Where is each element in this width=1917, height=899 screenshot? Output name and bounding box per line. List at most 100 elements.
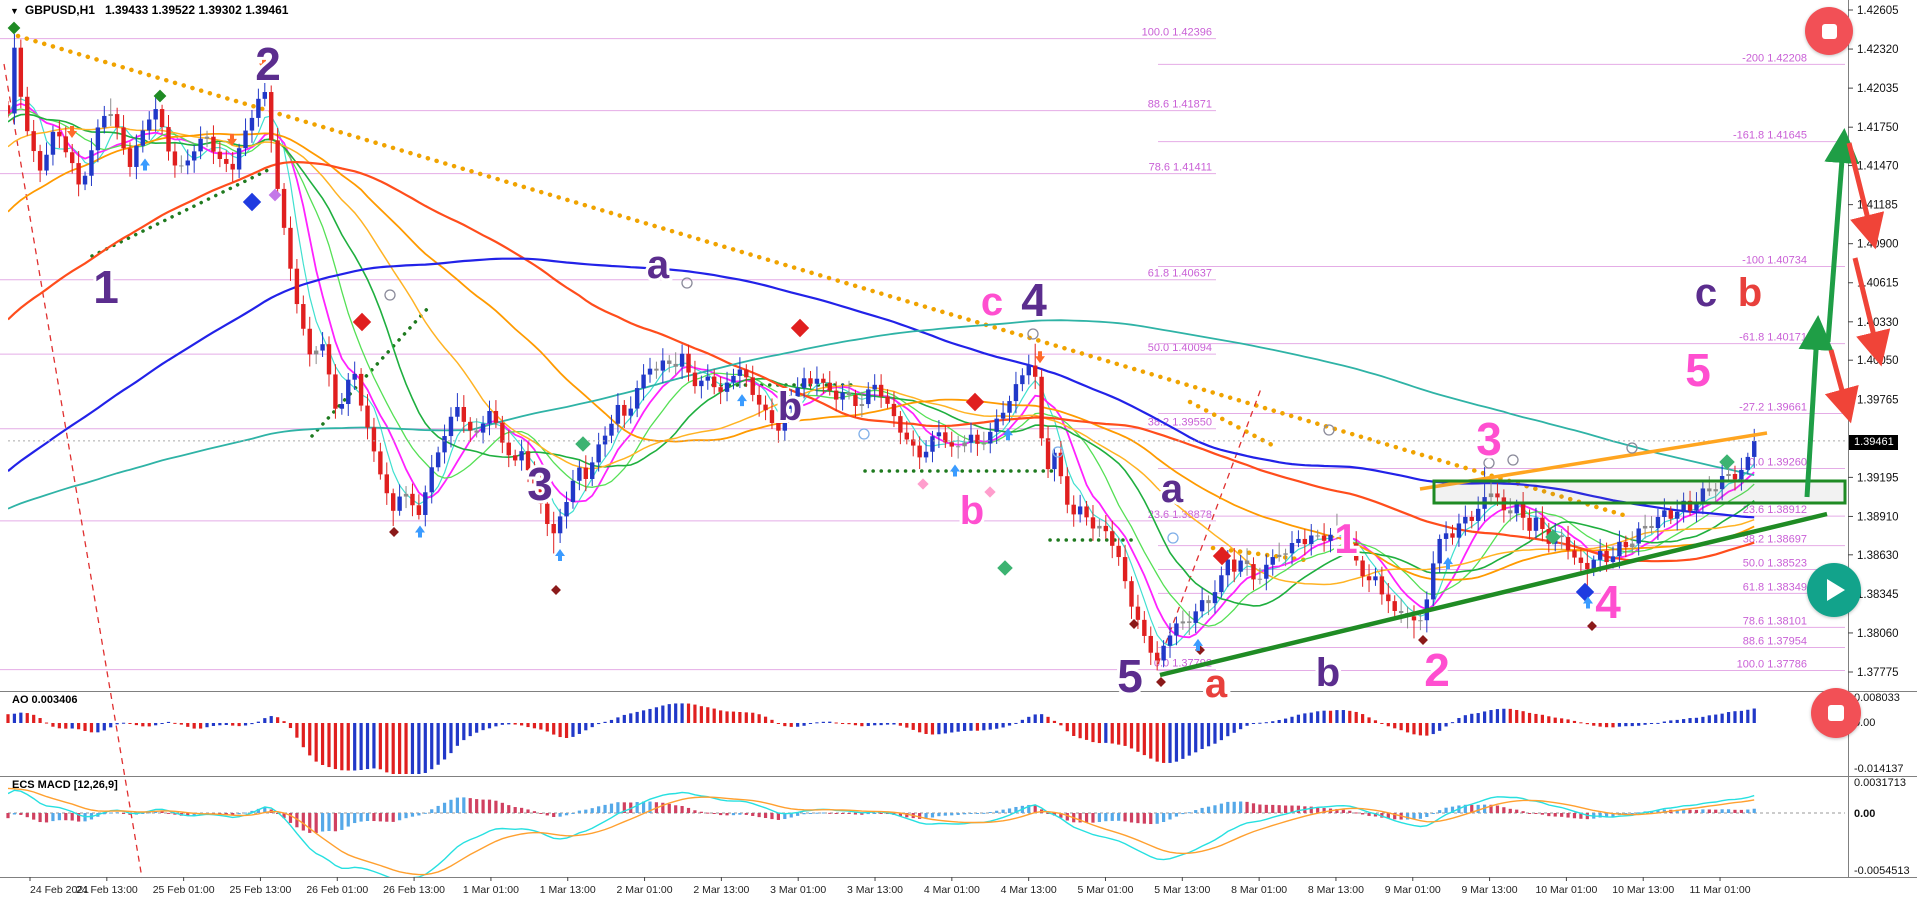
trend-lines: [3, 33, 1633, 879]
svg-text:78.6 1.41411: 78.6 1.41411: [1149, 162, 1212, 174]
ma-13: [8, 108, 1755, 627]
wave-label-5: 5: [1117, 650, 1143, 702]
diamond-marker: [1418, 635, 1428, 645]
buy-arrow-icon: [950, 464, 960, 477]
ma-21: [8, 113, 1755, 607]
wave-label-b: b: [778, 385, 802, 429]
stop-button-ao[interactable]: [1811, 688, 1861, 738]
buy-arrow-icon: [1583, 596, 1593, 609]
svg-text:1.38060: 1.38060: [1857, 628, 1899, 640]
svg-text:10 Mar 01:00: 10 Mar 01:00: [1535, 884, 1597, 896]
svg-text:1.40615: 1.40615: [1857, 278, 1899, 290]
play-button[interactable]: [1807, 563, 1861, 617]
svg-text:88.6 1.41871: 88.6 1.41871: [1148, 99, 1212, 111]
svg-text:-61.8 1.40171: -61.8 1.40171: [1739, 332, 1807, 344]
macd-line: [8, 789, 1755, 877]
diamond-marker: [1156, 677, 1166, 687]
diamond-marker: [352, 312, 372, 332]
buy-arrow-icon: [415, 525, 425, 538]
sell-arrow-icon: [1035, 351, 1045, 364]
wave-label-a: a: [1205, 662, 1228, 706]
svg-text:0.008033: 0.008033: [1854, 692, 1900, 704]
wave-label-2: 2: [255, 38, 281, 90]
svg-text:3 Mar 13:00: 3 Mar 13:00: [847, 884, 903, 896]
stop-button-top[interactable]: [1805, 7, 1853, 55]
diamond-marker: [984, 486, 996, 498]
svg-text:4 Mar 01:00: 4 Mar 01:00: [924, 884, 980, 896]
sell-arrow-icon: [227, 133, 237, 146]
svg-text:8 Mar 13:00: 8 Mar 13:00: [1308, 884, 1364, 896]
wave-label-3: 3: [1476, 413, 1502, 465]
svg-text:-100 1.40734: -100 1.40734: [1742, 254, 1807, 266]
svg-text:1.39195: 1.39195: [1857, 472, 1899, 484]
wave-label-b: b: [960, 489, 984, 533]
wave-label-2: 2: [1424, 644, 1450, 696]
svg-text:0.0031713: 0.0031713: [1854, 777, 1906, 789]
sell-arrow-icon: [67, 125, 77, 138]
diamond-marker: [965, 392, 985, 412]
svg-text:61.8 1.38349: 61.8 1.38349: [1743, 581, 1807, 593]
svg-text:1.38630: 1.38630: [1857, 550, 1899, 562]
ma-55: [8, 132, 1755, 581]
buy-arrow-icon: [737, 394, 747, 407]
forecast-arrows: [1798, 128, 1891, 498]
wave-label-4: 4: [1595, 576, 1621, 628]
macd-indicator-label: ECS MACD [12,26,9]: [12, 779, 118, 791]
svg-text:88.6 1.37954: 88.6 1.37954: [1743, 635, 1807, 647]
svg-text:1.39765: 1.39765: [1857, 394, 1899, 406]
stop-icon: [1821, 23, 1837, 39]
svg-text:38.2 1.39550: 38.2 1.39550: [1148, 417, 1212, 429]
wave-label-1: 1: [93, 261, 119, 313]
svg-text:1.41750: 1.41750: [1857, 122, 1899, 134]
buy-arrow-icon: [1003, 428, 1013, 441]
svg-text:8 Mar 01:00: 8 Mar 01:00: [1231, 884, 1287, 896]
circle-marker: [1507, 454, 1519, 466]
diamond-marker: [153, 89, 167, 103]
ohlc-values: 1.39433 1.39522 1.39302 1.39461: [104, 3, 289, 17]
svg-text:0.0 1.39260: 0.0 1.39260: [1749, 456, 1807, 468]
svg-text:23.6 1.38912: 23.6 1.38912: [1743, 504, 1807, 516]
diamond-marker: [790, 318, 810, 338]
diamond-marker: [242, 192, 262, 212]
ma-233: [8, 319, 1755, 510]
wave-label-3: 3: [527, 458, 553, 510]
svg-text:0.00: 0.00: [1854, 808, 1875, 820]
wave-label-c: c: [981, 280, 1003, 324]
wave-label-b: b: [1316, 651, 1340, 695]
svg-text:3 Mar 01:00: 3 Mar 01:00: [770, 884, 826, 896]
svg-text:1 Mar 13:00: 1 Mar 13:00: [540, 884, 596, 896]
svg-text:61.8 1.40637: 61.8 1.40637: [1148, 268, 1212, 280]
svg-text:24 Feb 13:00: 24 Feb 13:00: [76, 884, 138, 896]
wave-label-1: 1: [1334, 515, 1357, 562]
current-price-tag: 1.39461: [1849, 435, 1898, 450]
diamond-marker: [1575, 582, 1595, 602]
svg-text:-0.0054513: -0.0054513: [1854, 865, 1910, 877]
svg-text:25 Feb 01:00: 25 Feb 01:00: [153, 884, 215, 896]
circle-marker: [1626, 442, 1638, 454]
svg-text:-0.014137: -0.014137: [1854, 763, 1904, 775]
svg-text:78.6 1.38101: 78.6 1.38101: [1743, 615, 1807, 627]
svg-text:1.40330: 1.40330: [1857, 317, 1899, 329]
diamond-marker: [1212, 546, 1232, 566]
diamond-marker: [551, 585, 561, 595]
svg-text:24 Feb 2021: 24 Feb 2021: [30, 884, 89, 896]
buy-arrow-icon: [1443, 557, 1453, 570]
svg-text:5 Mar 01:00: 5 Mar 01:00: [1077, 884, 1133, 896]
moving-averages: [8, 98, 1755, 647]
svg-text:-27.2 1.39661: -27.2 1.39661: [1739, 402, 1807, 414]
svg-text:1.38910: 1.38910: [1857, 511, 1899, 523]
diamond-marker: [997, 560, 1013, 576]
diamond-marker: [575, 436, 591, 452]
svg-text:1 Mar 01:00: 1 Mar 01:00: [463, 884, 519, 896]
diamond-marker: [1129, 619, 1139, 629]
svg-text:1.38345: 1.38345: [1857, 589, 1899, 601]
svg-text:26 Feb 01:00: 26 Feb 01:00: [306, 884, 368, 896]
diamond-marker: [268, 188, 282, 202]
symbol-dropdown-icon[interactable]: ▼: [10, 6, 19, 16]
svg-text:1.42035: 1.42035: [1857, 83, 1899, 95]
svg-text:2 Mar 13:00: 2 Mar 13:00: [693, 884, 749, 896]
diamond-marker: [1545, 529, 1561, 545]
svg-text:1.42605: 1.42605: [1857, 5, 1899, 17]
